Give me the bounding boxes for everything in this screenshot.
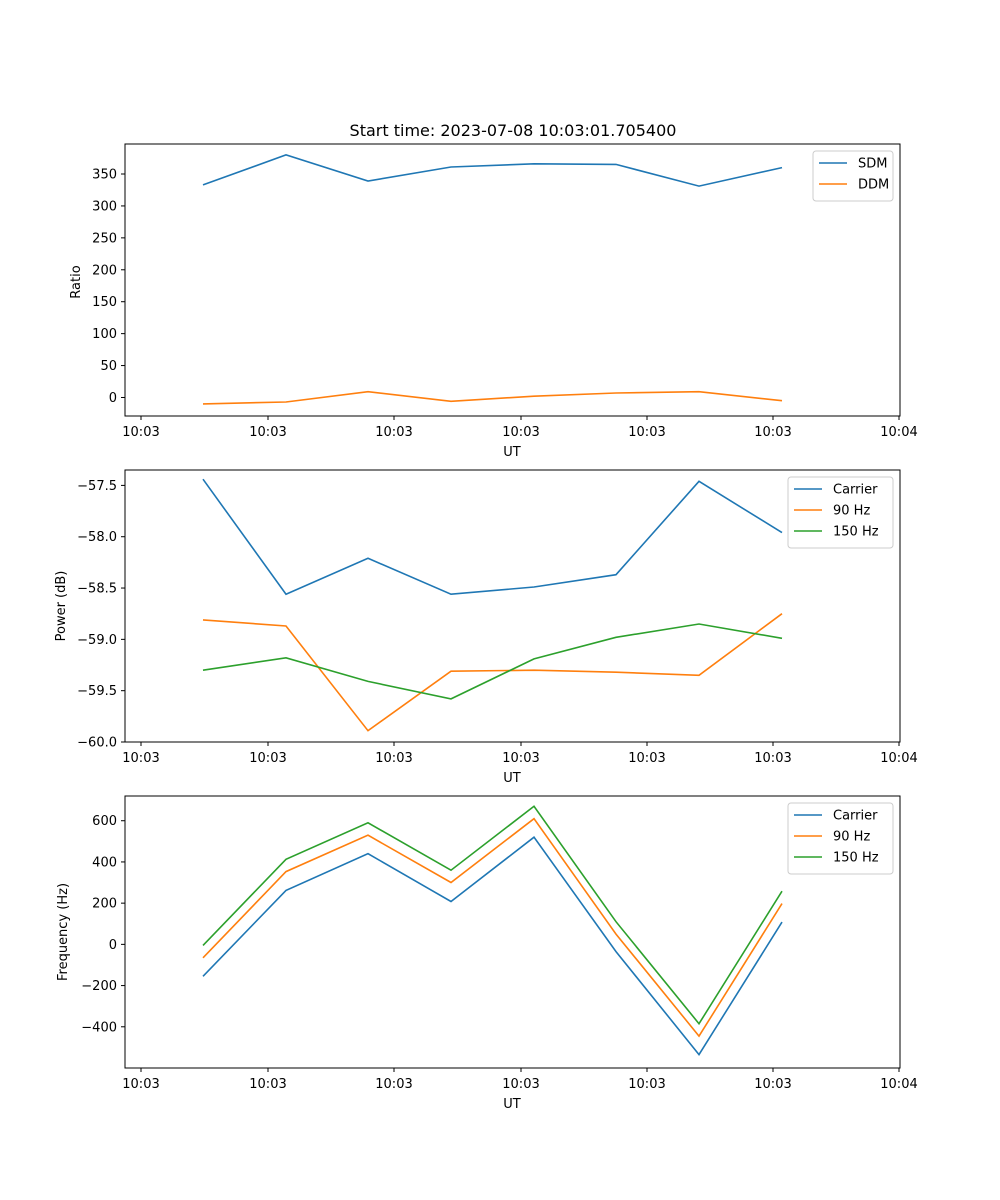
ratio-y-tick-label: 50 xyxy=(100,359,117,374)
power-y-tick-label: −57.5 xyxy=(77,479,117,494)
ratio-y-axis: 0 50 100 150 200 250 300 350 xyxy=(92,168,125,406)
ratio-x-tick-label: 10:03 xyxy=(122,425,159,440)
frequency-150-hz-line xyxy=(202,805,783,1026)
power-x-axis: 10:03 10:03 10:03 10:03 10:03 10:03 10:04 xyxy=(122,742,918,766)
frequency-y-axis: −400 −200 0 200 400 600 xyxy=(81,814,125,1035)
ratio-y-tick-label: 350 xyxy=(92,168,117,183)
frequency-y-tick-label: −200 xyxy=(81,979,117,994)
frequency-series xyxy=(202,805,783,1056)
frequency-y-tick-label: 0 xyxy=(109,938,117,953)
frequency-x-tick-label: 10:03 xyxy=(375,1077,412,1092)
ratio-legend-ddm-label: DDM xyxy=(858,178,889,193)
power-x-label: UT xyxy=(503,771,521,786)
frequency-y-tick-label: 400 xyxy=(92,855,117,870)
ratio-panel: 10:03 10:03 10:03 10:03 10:03 10:03 10:04 0 50 1… xyxy=(69,143,918,460)
power-y-tick-label: −58.0 xyxy=(77,530,117,545)
ratio-x-tick-label: 10:03 xyxy=(249,425,286,440)
ratio-x-axis: 10:03 10:03 10:03 10:03 10:03 10:03 10:04 xyxy=(122,416,918,440)
power-series xyxy=(202,478,783,732)
frequency-y-tick-label: 600 xyxy=(92,814,117,829)
ratio-y-tick-label: 150 xyxy=(92,295,117,310)
ratio-x-tick-label: 10:03 xyxy=(375,425,412,440)
ratio-y-tick-label: 100 xyxy=(92,327,117,342)
frequency-x-tick-label: 10:03 xyxy=(122,1077,159,1092)
power-y-tick-label: −59.5 xyxy=(77,684,117,699)
power-plot-frame xyxy=(124,469,901,743)
frequency-y-tick-label: 200 xyxy=(92,897,117,912)
frequency-x-axis: 10:03 10:03 10:03 10:03 10:03 10:03 10:04 xyxy=(122,1068,918,1092)
frequency-x-tick-label: 10:04 xyxy=(880,1077,917,1092)
power-x-tick-label: 10:03 xyxy=(754,751,791,766)
power-legend-carrier-label: Carrier xyxy=(833,483,878,498)
frequency-y-tick-label: −400 xyxy=(81,1020,117,1035)
ratio-legend: SDM DDM xyxy=(812,150,894,202)
frequency-x-tick-label: 10:03 xyxy=(754,1077,791,1092)
frequency-carrier-line xyxy=(202,836,783,1056)
frequency-x-tick-label: 10:03 xyxy=(502,1077,539,1092)
frequency-x-tick-label: 10:03 xyxy=(628,1077,665,1092)
power-90-hz-line xyxy=(202,613,783,732)
power-panel: 10:03 10:03 10:03 10:03 10:03 10:03 10:04 −60.… xyxy=(54,469,918,786)
power-y-axis: −60.0 −59.5 −59.0 −58.5 −58.0 −57.5 xyxy=(77,479,125,751)
ratio-y-tick-label: 0 xyxy=(109,391,117,406)
ratio-y-label: Ratio xyxy=(69,265,84,298)
frequency-panel: 10:03 10:03 10:03 10:03 10:03 10:03 10:04 −400… xyxy=(56,795,918,1112)
frequency-legend-carrier-label: Carrier xyxy=(833,809,878,824)
ratio-y-tick-label: 250 xyxy=(92,231,117,246)
power-legend-150-hz-label: 150 Hz xyxy=(833,525,879,540)
ratio-x-label: UT xyxy=(503,445,521,460)
power-y-tick-label: −59.0 xyxy=(77,633,117,648)
ratio-x-tick-label: 10:03 xyxy=(628,425,665,440)
frequency-legend-90-hz-label: 90 Hz xyxy=(833,830,870,845)
frequency-90-hz-line xyxy=(202,817,783,1038)
chart-title: Start time: 2023-07-08 10:03:01.705400 xyxy=(350,121,677,140)
power-y-tick-label: −58.5 xyxy=(77,582,117,597)
ratio-x-tick-label: 10:03 xyxy=(754,425,791,440)
frequency-plot-frame xyxy=(124,795,901,1069)
ratio-ddm-line xyxy=(202,390,783,405)
frequency-legend-150-hz-label: 150 Hz xyxy=(833,851,879,866)
frequency-x-label: UT xyxy=(503,1097,521,1112)
ratio-sdm-line xyxy=(202,154,783,187)
frequency-x-tick-label: 10:03 xyxy=(249,1077,286,1092)
power-150-hz-line xyxy=(202,623,783,700)
power-x-tick-label: 10:04 xyxy=(880,751,917,766)
ratio-y-tick-label: 200 xyxy=(92,263,117,278)
power-y-label: Power (dB) xyxy=(54,571,69,642)
power-x-tick-label: 10:03 xyxy=(502,751,539,766)
power-y-tick-label: −60.0 xyxy=(77,736,117,751)
power-legend: Carrier 90 Hz 150 Hz xyxy=(787,476,894,549)
power-carrier-line xyxy=(202,478,783,596)
power-x-tick-label: 10:03 xyxy=(249,751,286,766)
power-x-tick-label: 10:03 xyxy=(628,751,665,766)
ratio-series xyxy=(202,154,783,405)
ratio-legend-sdm-label: SDM xyxy=(858,157,887,172)
power-legend-90-hz-label: 90 Hz xyxy=(833,504,870,519)
power-x-tick-label: 10:03 xyxy=(122,751,159,766)
frequency-y-label: Frequency (Hz) xyxy=(56,883,71,981)
ratio-y-tick-label: 300 xyxy=(92,199,117,214)
ratio-plot-frame xyxy=(124,143,901,417)
ratio-x-tick-label: 10:04 xyxy=(880,425,917,440)
ratio-x-tick-label: 10:03 xyxy=(502,425,539,440)
frequency-legend: Carrier 90 Hz 150 Hz xyxy=(787,802,894,875)
power-x-tick-label: 10:03 xyxy=(375,751,412,766)
